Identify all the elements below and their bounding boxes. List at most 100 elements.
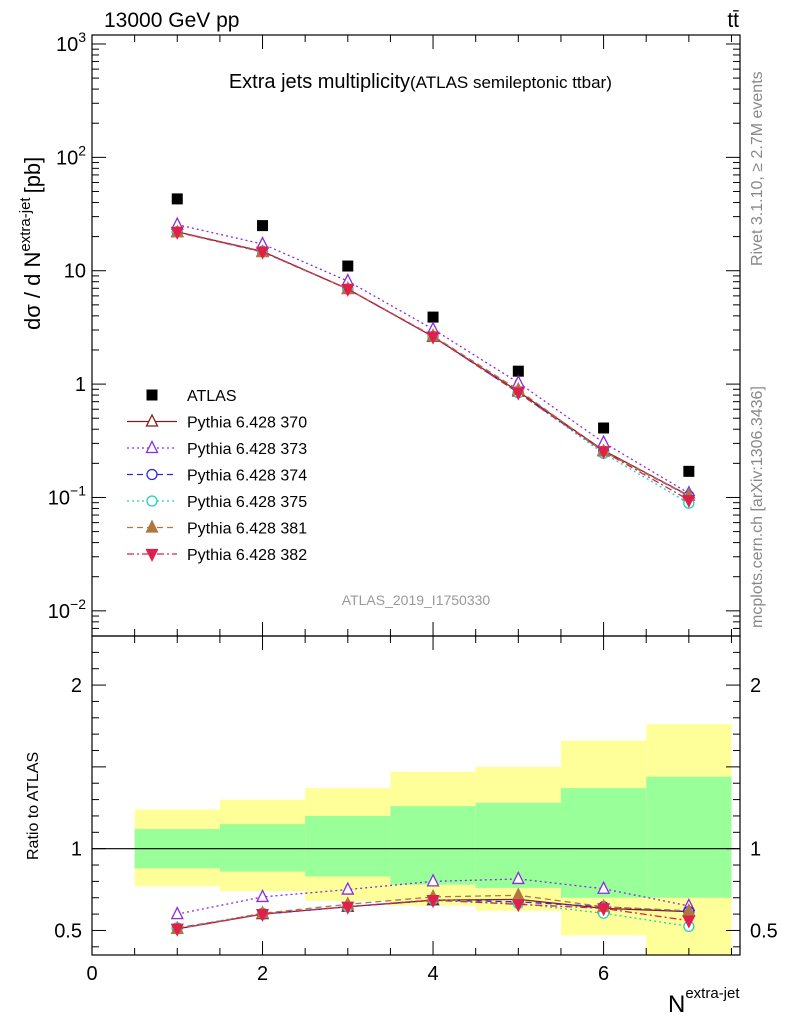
y-tick-exp: 2	[78, 142, 86, 158]
ratio-point	[341, 901, 355, 915]
series-0	[171, 193, 695, 477]
y-tick-label: 10	[64, 261, 86, 283]
side-text-top: Rivet 3.1.10, ≥ 2.7M events	[749, 71, 766, 266]
legend: ATLAS Pythia 6.428 370 Pythia 6.428 373 Pyt…	[127, 388, 307, 564]
data-point	[255, 246, 270, 260]
y-tick-base: 10	[56, 34, 78, 56]
ratio-point	[511, 870, 525, 885]
y-tick-label: 10−1	[48, 482, 86, 509]
ratio-y-tick-label-right: 0.5	[750, 920, 778, 942]
side-text-bottom: mcplots.cern.ch [arXiv:1306.3436]	[749, 386, 766, 628]
ratio-ylabel: Ratio to ATLAS	[25, 752, 42, 860]
data-point	[512, 365, 524, 377]
legend-label: Pythia 6.428 374	[187, 468, 307, 485]
ratio-series-5	[170, 895, 696, 937]
ratio-point	[426, 895, 440, 909]
legend-label: Pythia 6.428 382	[187, 547, 307, 564]
x-axis-label-sup: extra-jet	[685, 985, 740, 1002]
y-tick-label: 10−2	[48, 596, 86, 623]
ratio-panel: 0.5 0.5 1 1 2 2 0 2 4 6	[54, 635, 778, 985]
legend-marker	[145, 519, 159, 533]
ratio-point	[597, 903, 611, 917]
legend-entry: Pythia 6.428 373	[127, 440, 307, 458]
legend-marker	[146, 389, 158, 401]
main-ylabel-text: dσ / d N	[20, 252, 45, 330]
series-line	[177, 231, 690, 504]
ratio-point	[341, 881, 355, 895]
data-point	[511, 387, 525, 401]
chart-title: Extra jets multiplicity	[229, 71, 410, 93]
data-point	[426, 331, 440, 345]
legend-label: Pythia 6.428 375	[187, 494, 307, 511]
legend-entry: Pythia 6.428 382	[127, 547, 307, 564]
main-frame	[91, 34, 741, 637]
data-point	[683, 465, 695, 477]
legend-entry: Pythia 6.428 375	[127, 494, 307, 511]
data-point	[682, 494, 696, 508]
x-tick-label: 6	[598, 963, 609, 985]
main-ylabel: dσ / d Nextra-jet [pb]	[17, 157, 45, 330]
legend-label: Pythia 6.428 370	[187, 415, 307, 432]
inner-band	[305, 815, 391, 877]
x-tick-label: 4	[427, 963, 438, 985]
ratio-point	[255, 908, 270, 923]
x-axis-label: Nextra-jet	[668, 985, 740, 1018]
ratio-point	[682, 915, 696, 929]
inner-band	[219, 824, 306, 872]
data-point	[427, 311, 439, 323]
inner-band	[646, 776, 732, 898]
chart-subtitle: (ATLAS semileptonic ttbar)	[410, 73, 612, 92]
y-tick-base: 10	[56, 147, 78, 169]
ratio-point	[597, 880, 611, 894]
main-ylabel-sup: extra-jet	[17, 197, 34, 252]
y-tick-exp: −1	[70, 482, 86, 498]
ratio-point	[170, 906, 184, 920]
data-point	[598, 422, 610, 434]
legend-entry: Pythia 6.428 370	[127, 413, 307, 432]
x-tick-label: 2	[257, 963, 268, 985]
legend-label: Pythia 6.428 373	[187, 441, 307, 458]
x-tick-label: 0	[86, 963, 97, 985]
y-tick-label: 1	[75, 374, 86, 396]
watermark: ATLAS_2019_I1750330	[342, 592, 491, 608]
y-tick-label: 102	[56, 142, 86, 169]
data-point	[170, 226, 184, 240]
ratio-point	[255, 888, 270, 903]
ratio-point	[170, 923, 184, 937]
legend-entry: ATLAS	[146, 388, 237, 405]
legend-entry: Pythia 6.428 374	[127, 468, 307, 485]
ratio-point	[682, 902, 696, 916]
legend-marker	[145, 548, 159, 562]
data-point	[257, 220, 269, 232]
legend-label: ATLAS	[187, 388, 237, 405]
ratio-frame	[91, 635, 741, 956]
y-tick-exp: 3	[78, 29, 86, 45]
y-tick-label: 103	[56, 29, 86, 56]
inner-band	[560, 788, 647, 898]
ratio-y-tick-label-left: 2	[71, 675, 82, 697]
legend-label: Pythia 6.428 381	[187, 521, 307, 538]
ratio-y-tick-label-right: 1	[750, 839, 761, 861]
y-tick-base: 10	[48, 487, 70, 509]
legend-marker	[145, 440, 159, 454]
header-left: 13000 GeV pp	[104, 9, 239, 32]
main-ylabel-unit: [pb]	[20, 157, 45, 194]
inner-band	[390, 806, 476, 885]
legend-marker	[146, 468, 158, 481]
legend-marker	[145, 413, 159, 427]
data-point	[597, 446, 611, 460]
data-point	[341, 283, 355, 297]
series-4	[171, 226, 695, 509]
data-point	[171, 193, 183, 205]
series-3	[171, 226, 695, 502]
y-tick-exp: −2	[70, 596, 86, 612]
ratio-point	[426, 873, 440, 887]
series-line	[177, 231, 690, 501]
legend-marker	[146, 495, 158, 507]
series-6	[170, 226, 696, 508]
x-axis-label-text: N	[668, 991, 685, 1018]
legend-entry: Pythia 6.428 381	[127, 519, 307, 538]
ratio-point	[511, 899, 525, 913]
